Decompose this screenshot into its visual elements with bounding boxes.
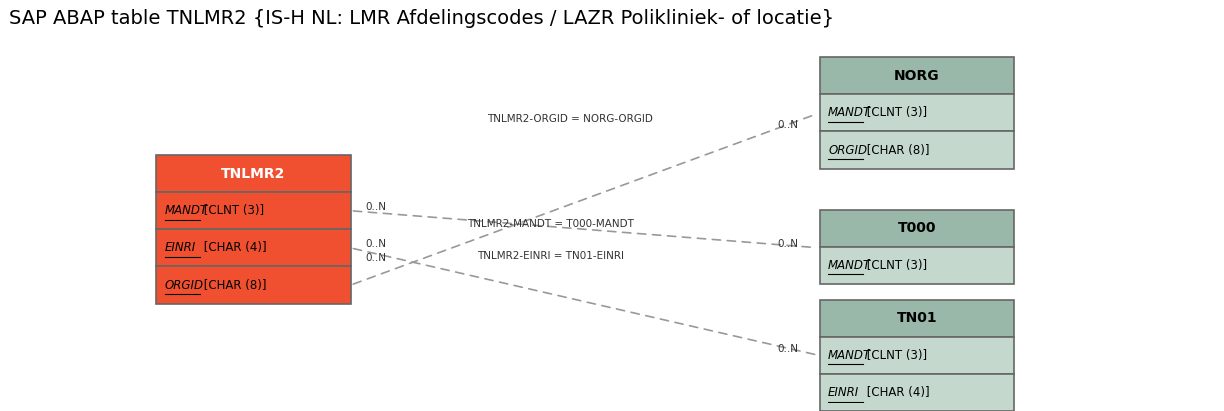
Text: ORGID: ORGID [829, 143, 867, 157]
Text: TNLMR2: TNLMR2 [222, 166, 285, 180]
Text: MANDT: MANDT [164, 204, 208, 217]
Text: NORG: NORG [894, 69, 940, 83]
FancyBboxPatch shape [820, 300, 1015, 337]
Text: SAP ABAP table TNLMR2 {IS-H NL: LMR Afdelingscodes / LAZR Polikliniek- of locati: SAP ABAP table TNLMR2 {IS-H NL: LMR Afde… [10, 9, 835, 28]
Text: MANDT: MANDT [829, 259, 871, 272]
Text: EINRI: EINRI [829, 386, 859, 399]
FancyBboxPatch shape [820, 57, 1015, 94]
Text: TNLMR2-ORGID = NORG-ORGID: TNLMR2-ORGID = NORG-ORGID [487, 114, 654, 124]
FancyBboxPatch shape [155, 266, 350, 304]
Text: MANDT: MANDT [829, 106, 871, 120]
Text: [CHAR (8)]: [CHAR (8)] [863, 143, 930, 157]
Text: TNLMR2-MANDT = T000-MANDT: TNLMR2-MANDT = T000-MANDT [466, 219, 634, 229]
Text: TN01: TN01 [896, 312, 938, 326]
Text: EINRI: EINRI [164, 241, 196, 254]
FancyBboxPatch shape [820, 337, 1015, 374]
FancyBboxPatch shape [820, 132, 1015, 169]
Text: 0..N: 0..N [366, 202, 387, 212]
Text: 0..N: 0..N [366, 253, 387, 263]
Text: 0..N: 0..N [777, 344, 798, 354]
Text: T000: T000 [897, 222, 936, 236]
Text: [CLNT (3)]: [CLNT (3)] [200, 204, 264, 217]
Text: TNLMR2-EINRI = TN01-EINRI: TNLMR2-EINRI = TN01-EINRI [476, 251, 624, 261]
FancyBboxPatch shape [155, 229, 350, 266]
Text: [CHAR (8)]: [CHAR (8)] [200, 279, 267, 291]
Text: [CHAR (4)]: [CHAR (4)] [200, 241, 267, 254]
Text: [CLNT (3)]: [CLNT (3)] [863, 349, 928, 362]
FancyBboxPatch shape [820, 247, 1015, 284]
FancyBboxPatch shape [820, 210, 1015, 247]
Text: [CLNT (3)]: [CLNT (3)] [863, 106, 928, 120]
Text: 0..N: 0..N [777, 239, 798, 249]
Text: [CLNT (3)]: [CLNT (3)] [863, 259, 928, 272]
Text: 0..N: 0..N [366, 239, 387, 249]
Text: 0..N: 0..N [777, 120, 798, 129]
FancyBboxPatch shape [155, 155, 350, 192]
FancyBboxPatch shape [155, 192, 350, 229]
FancyBboxPatch shape [820, 94, 1015, 132]
FancyBboxPatch shape [820, 374, 1015, 411]
Text: MANDT: MANDT [829, 349, 871, 362]
Text: [CHAR (4)]: [CHAR (4)] [863, 386, 930, 399]
Text: ORGID: ORGID [164, 279, 203, 291]
